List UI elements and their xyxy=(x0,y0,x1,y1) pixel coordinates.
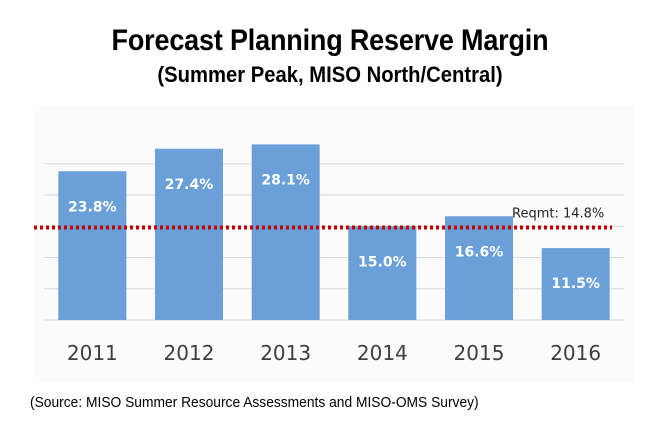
chart-title: Forecast Planning Reserve Margin xyxy=(111,24,549,57)
bar-value-label-2013: 28.1% xyxy=(261,172,310,188)
x-tick-label-2013: 2013 xyxy=(260,341,311,365)
bar-value-label-2012: 27.4% xyxy=(165,177,214,193)
source-note: (Source: MISO Summer Resource Assessment… xyxy=(30,394,479,411)
x-tick-label-2011: 2011 xyxy=(67,341,118,365)
requirement-label: Reqmt: 14.8% xyxy=(512,207,604,222)
x-tick-label-2014: 2014 xyxy=(357,341,408,365)
x-tick-label-2012: 2012 xyxy=(164,341,215,365)
bar-2015 xyxy=(445,216,513,320)
bar-value-label-2014: 15.0% xyxy=(358,254,407,270)
bar-2012 xyxy=(155,148,223,320)
x-tick-label-2015: 2015 xyxy=(454,341,505,365)
plot-background xyxy=(34,106,634,382)
bar-2011 xyxy=(58,171,127,320)
bar-2016 xyxy=(541,248,610,320)
chart-subtitle: (Summer Peak, MISO North/Central) xyxy=(157,62,503,87)
bar-value-label-2011: 23.8% xyxy=(68,199,117,215)
x-tick-label-2016: 2016 xyxy=(550,341,601,365)
bar-value-label-2015: 16.6% xyxy=(455,244,504,260)
bar-2013 xyxy=(251,144,320,320)
bar-value-label-2016: 11.5% xyxy=(551,276,600,292)
bar-2014 xyxy=(348,226,417,320)
